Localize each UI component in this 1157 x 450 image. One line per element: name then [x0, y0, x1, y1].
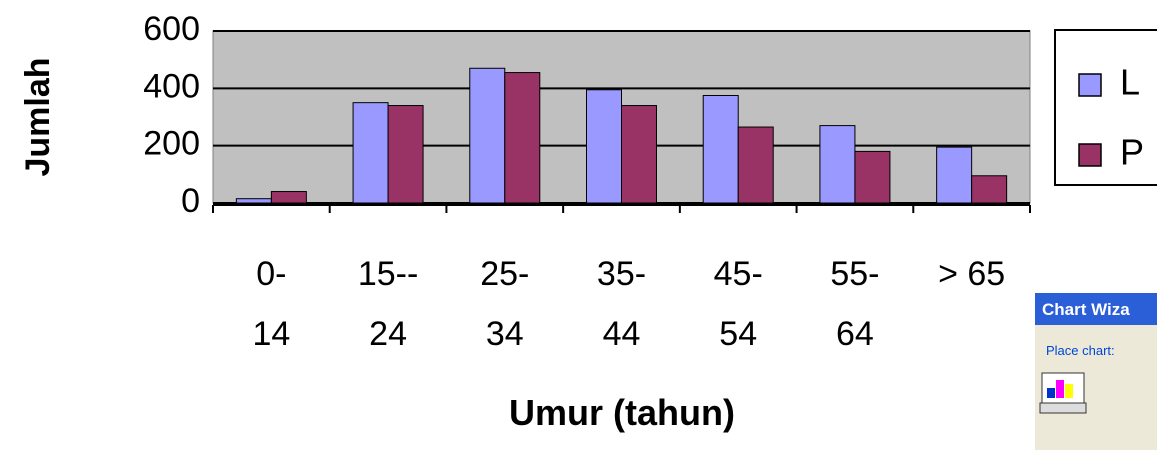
wizard-titlebar — [1035, 293, 1157, 325]
bar — [936, 146, 973, 204]
bar — [621, 105, 657, 204]
legend — [1054, 29, 1157, 186]
bar — [702, 95, 739, 204]
x-axis-title: Umur (tahun) — [509, 392, 735, 433]
bar — [387, 105, 424, 204]
x-tick-label: 45-54 — [714, 255, 763, 353]
icon-bar — [1047, 388, 1055, 398]
legend-swatch — [1078, 73, 1102, 97]
bar — [819, 125, 856, 204]
bar — [504, 72, 541, 204]
x-tick-label: 25-34 — [480, 255, 529, 353]
wizard-label: Place chart: — [1046, 343, 1115, 358]
bar — [854, 150, 891, 204]
x-tick-label: 15--24 — [358, 255, 418, 353]
bar — [270, 191, 307, 204]
x-tick-label: > 65 — [938, 255, 1005, 293]
legend-swatch — [1078, 143, 1102, 167]
y-tick-label: 200 — [143, 125, 200, 163]
x-tick-label: 55-64 — [830, 255, 879, 353]
y-axis-title: Jumlah — [19, 57, 57, 176]
legend-label: P — [1120, 132, 1144, 173]
icon-bar — [1065, 384, 1073, 398]
x-tick-label: 0-14 — [252, 255, 290, 353]
wizard-title: Chart Wiza — [1042, 300, 1130, 319]
bar — [235, 198, 272, 204]
y-tick-label: 400 — [143, 67, 200, 105]
bar — [971, 175, 1008, 204]
bar — [737, 126, 774, 204]
wizard: Chart Wiza Place chart: — [1035, 293, 1157, 450]
y-tick-label: 600 — [143, 10, 200, 48]
y-tick-label: 0 — [181, 182, 200, 220]
legend-label: L — [1120, 62, 1140, 103]
icon-stand — [1039, 402, 1087, 414]
icon-bar — [1056, 380, 1064, 398]
bar — [352, 102, 389, 204]
x-tick-label: 35-44 — [597, 255, 646, 353]
bar — [469, 67, 506, 204]
bar — [586, 89, 622, 204]
